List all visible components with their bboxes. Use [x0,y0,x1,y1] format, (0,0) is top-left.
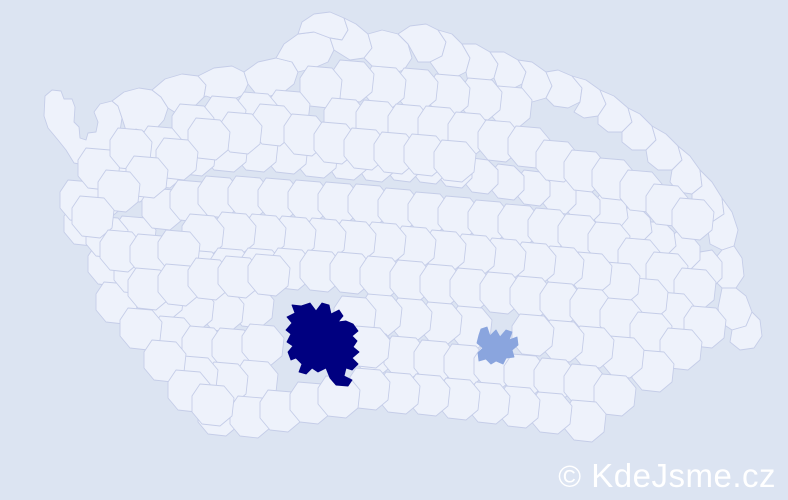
watermark-text: KdeJsme.cz [591,457,776,494]
district[interactable] [72,196,114,238]
district[interactable] [152,74,206,113]
district[interactable] [730,312,762,350]
highlighted-district-mid[interactable] [477,327,518,364]
district[interactable] [670,146,702,194]
district[interactable] [112,88,168,137]
copyright-icon: © [558,459,582,494]
district[interactable] [248,254,290,296]
highlighted-district-high[interactable] [286,303,359,386]
highlight-layer [286,303,518,386]
district[interactable] [198,66,248,100]
district[interactable] [318,376,360,418]
district[interactable] [242,324,284,366]
district[interactable] [192,384,234,426]
district[interactable] [622,108,656,150]
district[interactable] [672,198,714,240]
district[interactable] [512,314,554,356]
district[interactable] [244,58,298,96]
district[interactable] [598,90,632,132]
district[interactable] [646,126,682,170]
district[interactable] [434,140,476,182]
district[interactable] [572,76,606,118]
district-layer [44,12,762,442]
district[interactable] [490,52,526,90]
district[interactable] [594,374,636,416]
district[interactable] [330,18,372,60]
district[interactable] [546,70,582,108]
district[interactable] [518,60,552,102]
district[interactable] [708,198,738,250]
watermark: © KdeJsme.cz [558,459,776,492]
district[interactable] [98,170,140,212]
district[interactable] [188,118,230,160]
